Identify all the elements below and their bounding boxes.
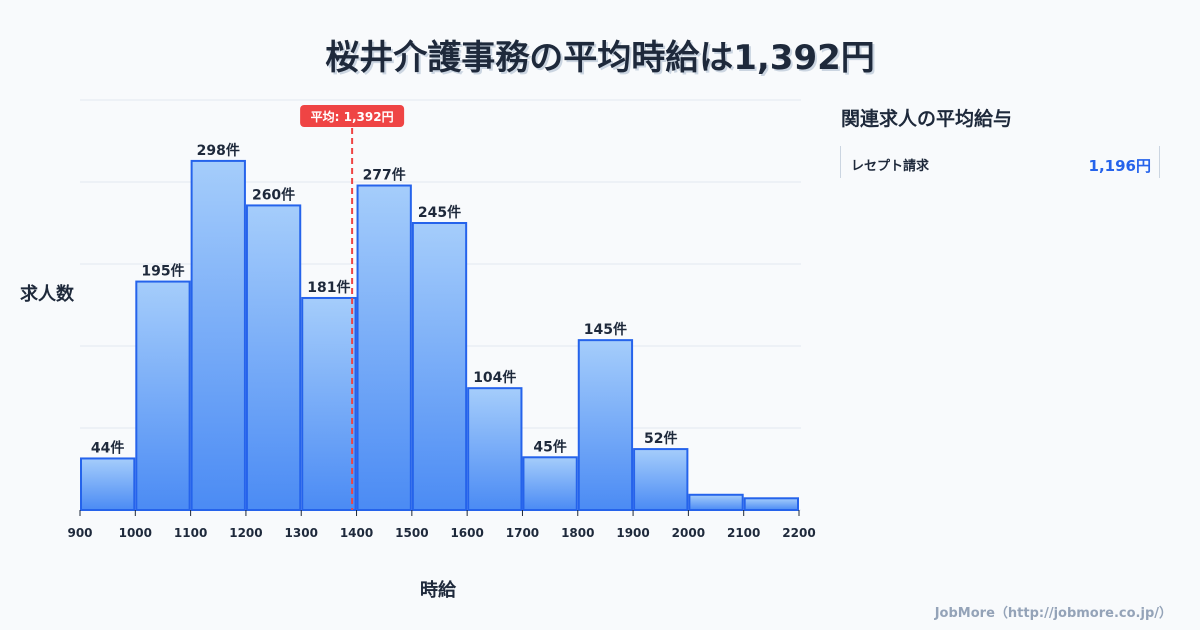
x-tick-label: 1100: [174, 526, 207, 540]
page-title: 桜井介護事務の平均時給は1,392円: [325, 38, 875, 78]
histogram-bar: [633, 448, 689, 512]
bar-data-label: 44件: [91, 439, 124, 456]
histogram-bar: [245, 204, 302, 512]
bar-data-label: 260件: [252, 186, 295, 203]
x-tick-label: 1000: [119, 526, 152, 540]
x-tick-label: 1800: [561, 526, 594, 540]
y-axis-label: 求人数: [20, 284, 74, 305]
bar-data-label: 298件: [197, 142, 240, 159]
bar-data-label: 245件: [418, 204, 461, 221]
x-axis-label: 時給: [420, 580, 456, 601]
x-tick-label: 1900: [616, 526, 649, 540]
bar-data-label: 181件: [307, 279, 350, 296]
histogram-bar: [467, 387, 523, 511]
related-job-name: レセプト請求: [851, 159, 930, 174]
x-tick-label: 1400: [340, 526, 373, 540]
mean-badge: [300, 105, 405, 127]
histogram-bar: [743, 497, 800, 511]
histogram-bar: [356, 184, 412, 511]
bar-data-label: 195件: [141, 263, 184, 280]
bar-data-label: 45件: [533, 438, 566, 455]
x-tick-label: 2200: [782, 526, 815, 540]
histogram-bar: [190, 159, 246, 512]
bar-data-label: 145件: [584, 321, 627, 338]
histogram-bar: [577, 339, 634, 511]
bar-data-label: 277件: [363, 167, 406, 184]
histogram-bar: [135, 280, 191, 512]
related-job-item[interactable]: レセプト請求 1,196円: [840, 146, 1160, 178]
histogram-bar: [522, 456, 578, 511]
histogram-bar: [301, 296, 357, 511]
bar-data-label: 104件: [473, 369, 516, 386]
x-tick-label: 900: [67, 526, 92, 540]
x-tick-label: 1300: [285, 526, 318, 540]
x-tick-label: 2100: [727, 526, 760, 540]
bar-data-label: 52件: [644, 430, 677, 447]
x-tick-label: 1200: [229, 526, 262, 540]
histogram-bar: [80, 457, 136, 512]
x-tick-label: 1600: [450, 526, 483, 540]
histogram-bar: [411, 222, 468, 511]
x-tick-label: 1700: [506, 526, 539, 540]
mean-label: 平均: 1,392円: [311, 109, 394, 124]
credit-text: JobMore（http://jobmore.co.jp/）: [934, 606, 1172, 621]
x-tick-label: 2000: [672, 526, 705, 540]
histogram-bar: [688, 493, 744, 511]
related-job-salary: 1,196円: [1088, 157, 1151, 175]
related-jobs-title: 関連求人の平均給与: [841, 108, 1013, 130]
x-tick-label: 1500: [395, 526, 428, 540]
